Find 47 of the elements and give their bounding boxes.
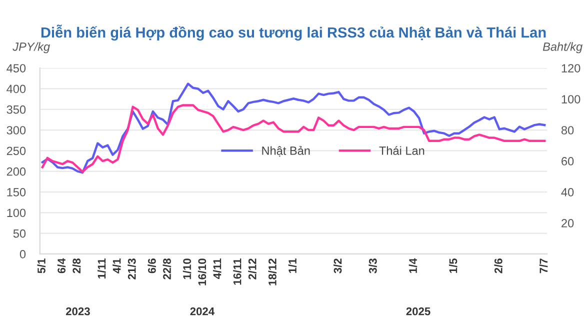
x-tick-label: 6/6 [148, 258, 156, 274]
x-tick-label: 4/1 [112, 258, 121, 274]
y-tick-label: 350 [6, 105, 26, 114]
y-tick-label: 200 [6, 167, 26, 176]
y2-tick-label: 120 [562, 64, 580, 72]
text: 2025 [406, 307, 430, 316]
text: 2023 [66, 307, 90, 316]
x-tick-label: 2/8 [72, 258, 81, 274]
y2-tick-label: 100 [562, 95, 580, 104]
text: 2024 [190, 307, 215, 316]
x-tick-label: 21/3 [128, 258, 136, 280]
x-tick-label: 2/12 [248, 258, 256, 280]
x-tick-label: 1/11 [98, 258, 106, 278]
x-tick-label: 1/1 [288, 258, 297, 273]
y-tick-label: 250 [6, 146, 26, 156]
chart-title: Diễn biến giá Hợp đồng cao su tương lai RSS3 của Nhật Bản và Thái Lan [41, 24, 546, 41]
y2-tick-label: 60 [562, 157, 574, 166]
y-axis-title: JPY/kg [12, 42, 50, 54]
x-tick-label: 1/10 [182, 258, 192, 280]
y2-tick-label: 20 [562, 219, 574, 228]
x-tick-label: 3/3 [368, 258, 377, 274]
x-tick-label: 18/12 [268, 258, 277, 286]
y-tick-label: 300 [6, 126, 26, 134]
x-tick-label: 5/1 [37, 258, 46, 274]
y2-axis-title: Baht/kg [542, 42, 582, 54]
y-tick-label: 0 [20, 250, 26, 258]
y-tick-label: 450 [6, 64, 26, 72]
y-tick-label: 400 [6, 84, 26, 94]
x-tick-label: 16/10 [198, 258, 206, 286]
x-tick-label: 3/2 [334, 258, 342, 274]
x-tick-label: 7/7 [539, 258, 548, 274]
legend-label: Thái Lan [379, 146, 424, 155]
y2-tick-label: 80 [561, 126, 574, 134]
x-tick-label: 16/11 [233, 258, 242, 285]
line-series [41, 104, 546, 173]
x-tick-label: 4/11 [213, 258, 222, 279]
legend-label: Nhật Bản [262, 146, 310, 157]
x-tick-label: 1/4 [408, 258, 418, 273]
line-series [41, 82, 546, 174]
x-tick-label: 22/8 [162, 258, 172, 280]
x-tick-label: 2/6 [494, 258, 502, 274]
y-tick-label: 50 [13, 229, 26, 238]
x-tick-label: 6/4 [57, 258, 66, 274]
y-tick-label: 100 [7, 208, 26, 218]
y-tick-label: 150 [7, 188, 26, 196]
y2-tick-label: 40 [561, 188, 574, 196]
x-tick-label: 1/5 [449, 258, 458, 273]
